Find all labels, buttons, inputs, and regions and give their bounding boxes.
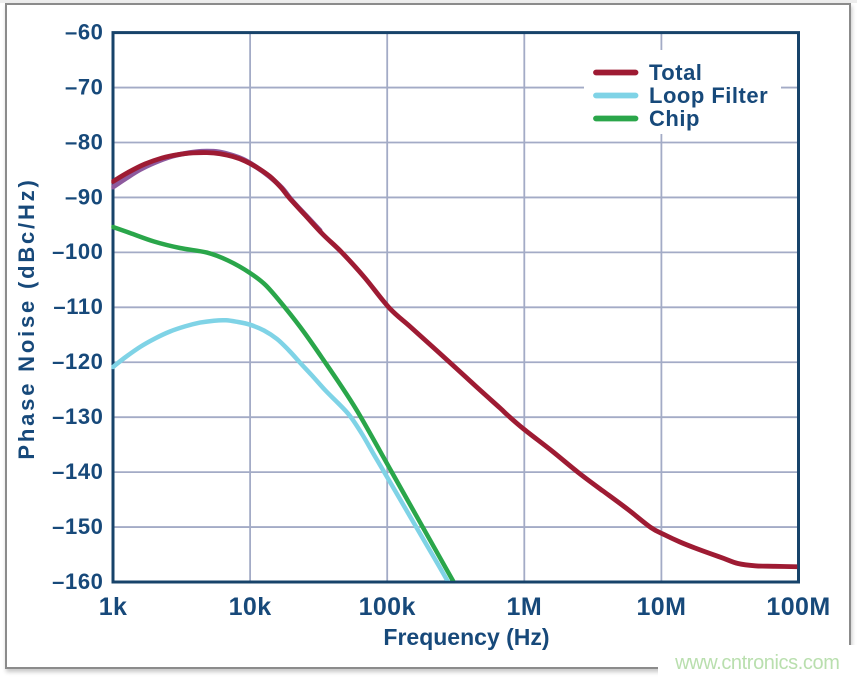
svg-text:Phase Noise (dBc/Hz): Phase Noise (dBc/Hz)	[14, 177, 39, 459]
svg-text:–100: –100	[52, 239, 103, 264]
svg-text:Loop Filter: Loop Filter	[649, 83, 768, 108]
svg-text:1k: 1k	[99, 593, 128, 621]
svg-text:–150: –150	[52, 514, 103, 539]
svg-text:–140: –140	[52, 459, 103, 484]
svg-text:–110: –110	[53, 294, 103, 319]
svg-text:–70: –70	[65, 74, 104, 99]
svg-text:100M: 100M	[766, 593, 830, 621]
svg-text:–60: –60	[65, 19, 104, 44]
svg-text:–130: –130	[52, 404, 103, 429]
svg-text:–80: –80	[65, 129, 104, 154]
svg-text:10M: 10M	[636, 593, 686, 621]
svg-text:–160: –160	[52, 569, 103, 594]
svg-text:Chip: Chip	[649, 106, 700, 131]
svg-text:1M: 1M	[507, 593, 543, 621]
svg-text:100k: 100k	[359, 593, 416, 621]
svg-text:–90: –90	[65, 184, 104, 209]
svg-text:–120: –120	[52, 349, 103, 374]
svg-text:Frequency (Hz): Frequency (Hz)	[383, 624, 549, 650]
svg-text:10k: 10k	[229, 593, 272, 621]
svg-text:Total: Total	[649, 60, 702, 85]
